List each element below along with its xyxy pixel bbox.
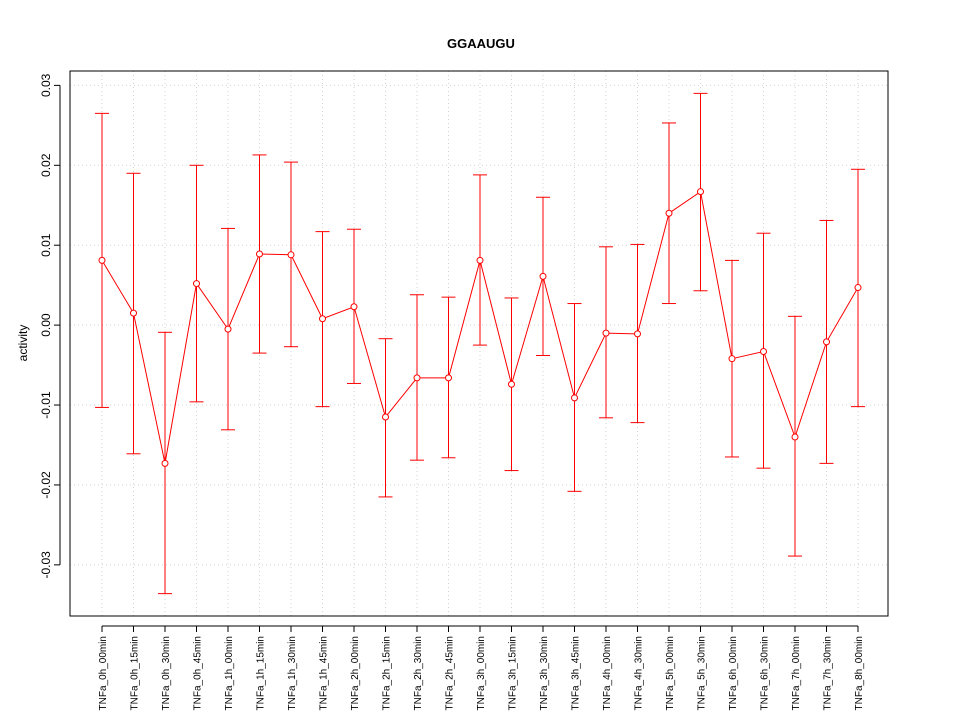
x-tick-label: TNFa_0h_15min xyxy=(130,636,141,710)
data-point xyxy=(382,413,389,421)
x-tick-label: TNFa_1h_00min xyxy=(224,636,235,710)
x-tick-label: TNFa_3h_30min xyxy=(539,636,550,710)
y-tick-label: 0.00 xyxy=(39,313,53,337)
data-point xyxy=(854,284,862,292)
x-tick-label: TNFa_2h_45min xyxy=(445,636,456,710)
x-tick-label: TNFa_2h_30min xyxy=(413,636,424,710)
x-tick-label: TNFa_0h_45min xyxy=(193,636,204,710)
x-tick-label: TNFa_3h_00min xyxy=(476,636,487,710)
x-tick-label: TNFa_7h_30min xyxy=(823,636,834,710)
y-tick-label: -0.02 xyxy=(39,471,53,499)
data-point xyxy=(665,209,673,217)
data-point xyxy=(697,188,704,196)
data-point xyxy=(508,380,515,388)
y-tick-label: 0.02 xyxy=(39,153,53,177)
x-tick-label: TNFa_1h_30min xyxy=(287,636,298,710)
y-tick-label: -0.03 xyxy=(39,551,53,579)
x-tick-label: TNFa_1h_15min xyxy=(256,636,267,710)
data-point xyxy=(287,251,295,259)
data-point xyxy=(728,355,736,363)
data-point xyxy=(539,272,547,280)
data-point xyxy=(413,374,421,382)
x-tick-label: TNFa_3h_15min xyxy=(508,636,519,710)
axes: -0.03 -0.02 -0.01 0.00 0.01 0.02 0.03 TNFa_0h_0… xyxy=(39,73,865,710)
data-point xyxy=(130,309,137,317)
data-point xyxy=(634,330,641,338)
data-point xyxy=(445,374,452,382)
y-tick-label: 0.01 xyxy=(39,233,53,257)
data-point xyxy=(224,325,232,333)
data-point xyxy=(161,459,169,467)
data-point xyxy=(760,347,767,355)
data-point xyxy=(476,256,484,264)
x-tick-label: TNFa_5h_00min xyxy=(665,636,676,710)
x-tick-label: TNFa_5h_30min xyxy=(697,636,708,710)
x-tick-label: TNFa_4h_00min xyxy=(602,636,613,710)
plot-frame xyxy=(69,70,889,617)
y-axis-label: activity xyxy=(16,325,30,362)
y-tick-label: 0.03 xyxy=(39,73,53,97)
data-point xyxy=(193,280,200,288)
x-tick-label: TNFa_0h_30min xyxy=(161,636,172,710)
x-tick-label: TNFa_0h_00min xyxy=(98,636,109,710)
y-tick-label: -0.01 xyxy=(39,391,53,419)
data-point xyxy=(791,433,799,441)
x-tick-label: TNFa_3h_45min xyxy=(571,636,582,710)
data-point xyxy=(319,315,326,323)
x-tick-label: TNFa_1h_45min xyxy=(319,636,330,710)
x-tick-label: TNFa_8h_00min xyxy=(854,636,865,710)
x-tick-label: TNFa_7h_00min xyxy=(791,636,802,710)
x-tick-label: TNFa_2h_15min xyxy=(382,636,393,710)
data-point xyxy=(823,338,830,346)
data-point xyxy=(256,250,263,258)
chart-title: GGAAUGU xyxy=(447,36,515,51)
x-tick-label: TNFa_2h_00min xyxy=(350,636,361,710)
grid xyxy=(70,71,888,616)
x-tick-label: TNFa_6h_30min xyxy=(760,636,771,710)
data-point xyxy=(602,329,610,337)
data-point xyxy=(98,256,106,264)
x-tick-label: TNFa_6h_00min xyxy=(728,636,739,710)
data-point xyxy=(350,303,358,311)
x-tick-label: TNFa_4h_30min xyxy=(634,636,645,710)
data-marks xyxy=(95,92,865,595)
data-point xyxy=(571,394,578,402)
